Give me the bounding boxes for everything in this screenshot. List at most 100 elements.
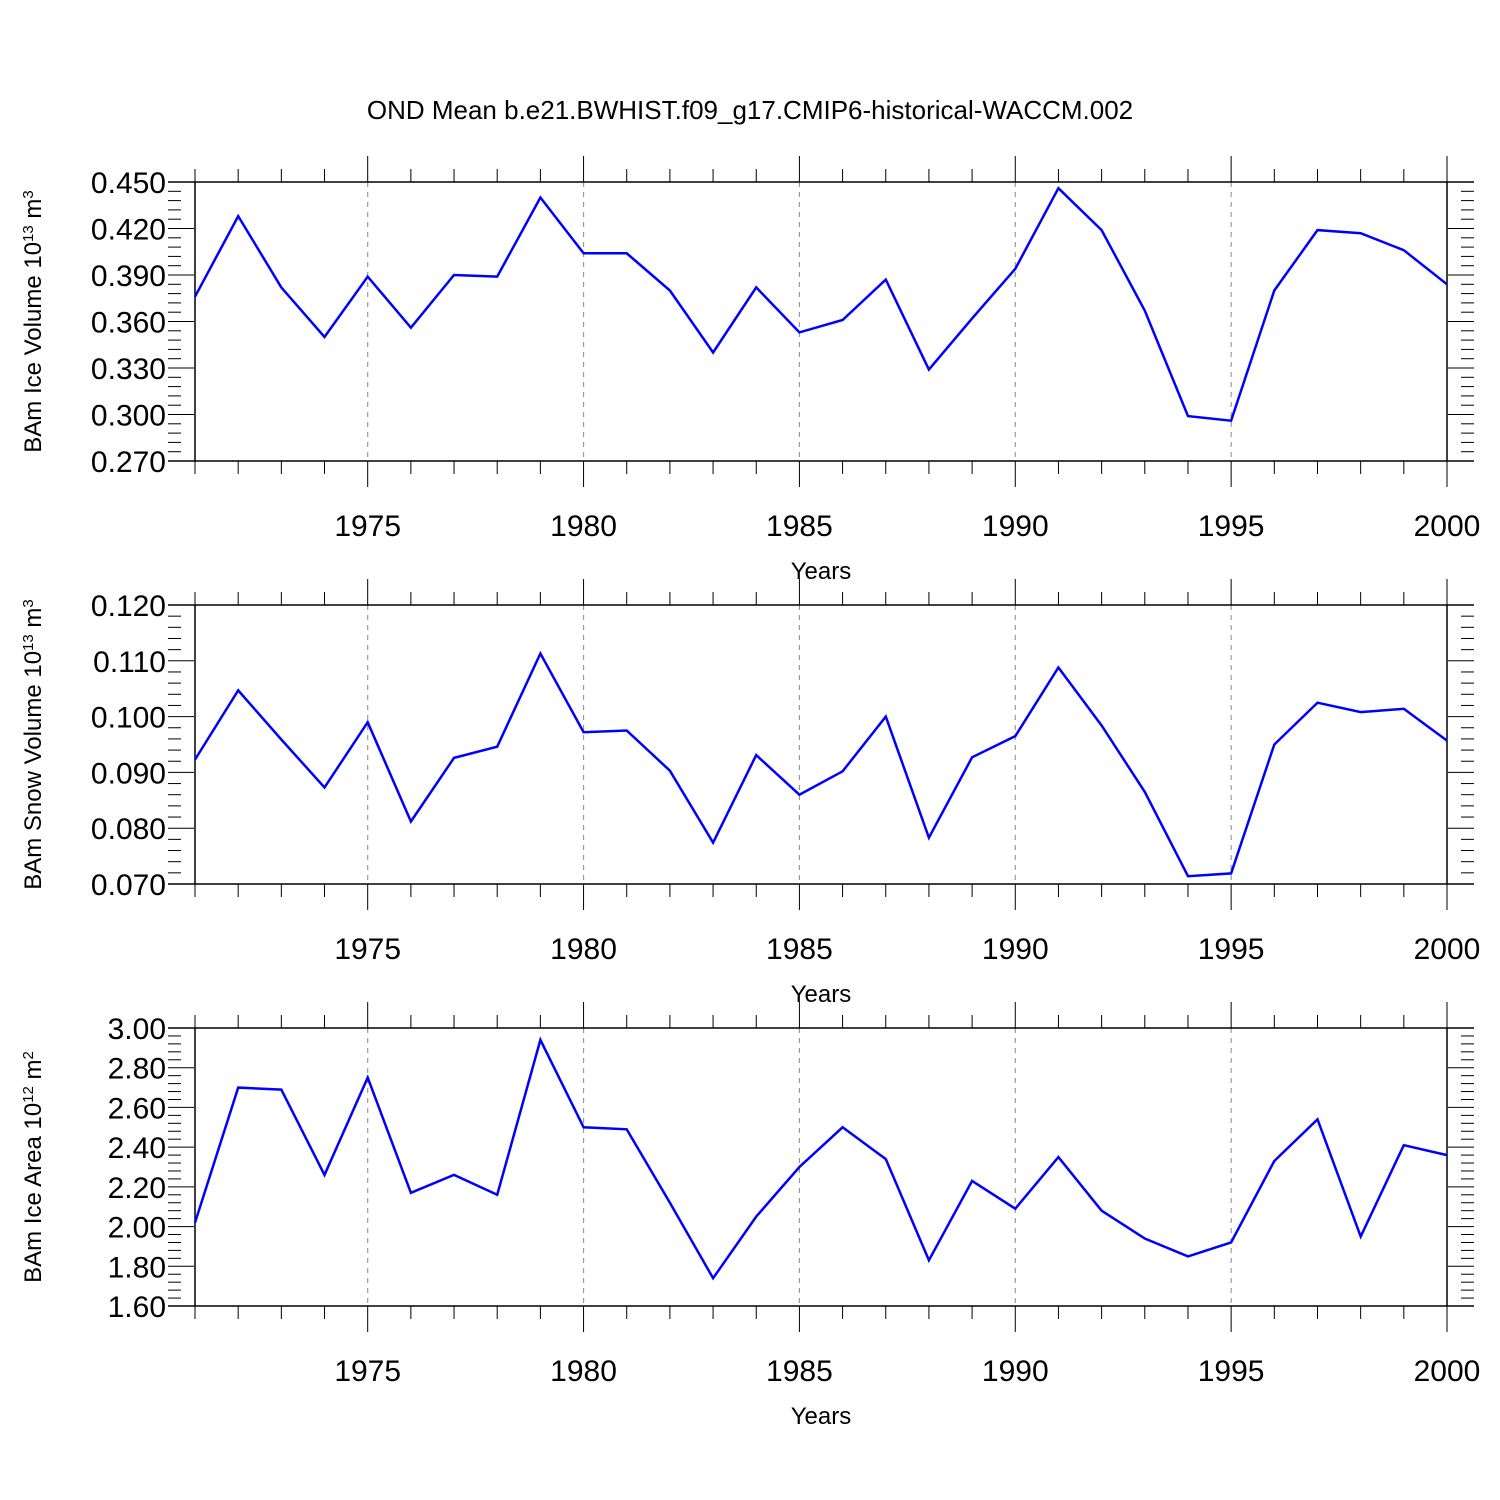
y-axis-label-part-0: BAm Snow Volume 10 [20,651,47,890]
y-tick-label-0.270: 0.270 [91,446,166,479]
data-point-1981 [625,1127,629,1131]
x-axis-label: Years [791,1403,852,1430]
y-axis-label-part-3: 3 [20,599,37,607]
data-point-2000 [1445,739,1449,743]
y-tick-label-0.390: 0.390 [91,260,166,293]
y-axis-label-part-3: 2 [20,1051,37,1059]
data-point-1973 [279,1088,283,1092]
data-point-1994 [1186,414,1190,418]
data-point-1996 [1272,289,1276,293]
x-tick-label-2000: 2000 [1414,933,1481,966]
data-point-1991 [1056,665,1060,669]
data-point-1971 [193,1221,197,1225]
x-tick-label-1990: 1990 [982,510,1049,543]
x-tick-label-1980: 1980 [550,933,617,966]
y-axis-label-part-2: m [20,608,47,635]
data-point-1976 [409,326,413,330]
chart-snow-volume: 1975 1980 1985 1990 1995 2000 0.070 0.080 0.090 0… [20,579,1481,1008]
data-point-1979 [538,1038,542,1042]
data-point-1983 [711,1276,715,1280]
data-point-1971 [193,295,197,299]
data-point-1993 [1143,1236,1147,1240]
data-point-1998 [1359,710,1363,714]
data-point-2000 [1445,282,1449,286]
x-tick-label-1975: 1975 [334,1355,401,1388]
x-tick-label-2000: 2000 [1414,1355,1481,1388]
y-tick-label-0.360: 0.360 [91,307,166,340]
x-axis-label: Years [791,981,852,1008]
x-tick-label-1990: 1990 [982,933,1049,966]
data-point-1972 [236,1086,240,1090]
data-point-1999 [1402,1143,1406,1147]
y-axis-label-part-2: m [20,1059,47,1086]
y-axis-label-part-3: 3 [20,190,37,198]
data-point-1992 [1100,724,1104,728]
y-tick-label-0.090: 0.090 [91,757,166,790]
data-point-1977 [452,273,456,277]
data-point-1990 [1013,267,1017,271]
y-axis-label: BAm Ice Volume 1013 m3 [20,190,48,452]
x-tick-label-1985: 1985 [766,1355,833,1388]
data-point-1976 [409,1191,413,1195]
x-tick-label-1995: 1995 [1198,1355,1265,1388]
data-point-1978 [495,745,499,749]
data-point-1977 [452,756,456,760]
data-point-1980 [582,730,586,734]
data-point-1986 [841,318,845,322]
data-point-1971 [193,758,197,762]
data-point-1973 [279,285,283,289]
y-tick-label-2.60: 2.60 [108,1092,166,1125]
data-point-1987 [884,1157,888,1161]
y-axis-label: BAm Snow Volume 1013 m3 [20,599,48,890]
data-point-1993 [1143,790,1147,794]
data-point-1983 [711,841,715,845]
y-tick-label-1.80: 1.80 [108,1251,166,1284]
data-point-1996 [1272,743,1276,747]
data-point-1974 [323,335,327,339]
data-point-1978 [495,1193,499,1197]
y-tick-label-0.070: 0.070 [91,869,166,902]
x-tick-label-1990: 1990 [982,1355,1049,1388]
y-tick-label-0.300: 0.300 [91,400,166,433]
data-point-1991 [1056,1155,1060,1159]
data-point-1986 [841,1125,845,1129]
y-tick-label-0.450: 0.450 [91,167,166,200]
data-point-1980 [582,1125,586,1129]
data-point-1987 [884,278,888,282]
y-tick-label-0.120: 0.120 [91,590,166,623]
y-tick-label-0.110: 0.110 [93,646,166,679]
data-point-1999 [1402,248,1406,252]
y-tick-label-2.40: 2.40 [108,1132,166,1165]
data-point-1974 [323,1173,327,1177]
y-tick-label-3.00: 3.00 [108,1013,166,1046]
data-point-1978 [495,275,499,279]
data-point-1987 [884,715,888,719]
x-tick-label-1980: 1980 [550,1355,617,1388]
data-point-1981 [625,251,629,255]
data-point-1985 [797,1165,801,1169]
data-point-1995 [1229,1240,1233,1244]
data-point-1982 [668,1201,672,1205]
data-point-1982 [668,769,672,773]
data-point-1973 [279,737,283,741]
data-point-1988 [927,836,931,840]
data-point-1975 [366,1076,370,1080]
data-point-1989 [970,1179,974,1183]
data-point-1986 [841,769,845,773]
series-line [193,1036,1448,1281]
data-point-1972 [236,214,240,218]
data-point-1992 [1100,1209,1104,1213]
x-tick-label-2000: 2000 [1414,510,1481,543]
data-point-1995 [1229,419,1233,423]
y-tick-label-2.00: 2.00 [108,1212,166,1245]
data-point-1984 [754,1215,758,1219]
data-point-1988 [927,1258,931,1262]
data-point-1994 [1186,874,1190,878]
data-point-1989 [970,316,974,320]
data-point-1997 [1315,701,1319,705]
y-axis-label-part-2: m [20,199,47,226]
data-point-1995 [1229,871,1233,875]
data-point-1982 [668,289,672,293]
data-point-1990 [1013,734,1017,738]
y-tick-label-1.60: 1.60 [108,1291,166,1324]
